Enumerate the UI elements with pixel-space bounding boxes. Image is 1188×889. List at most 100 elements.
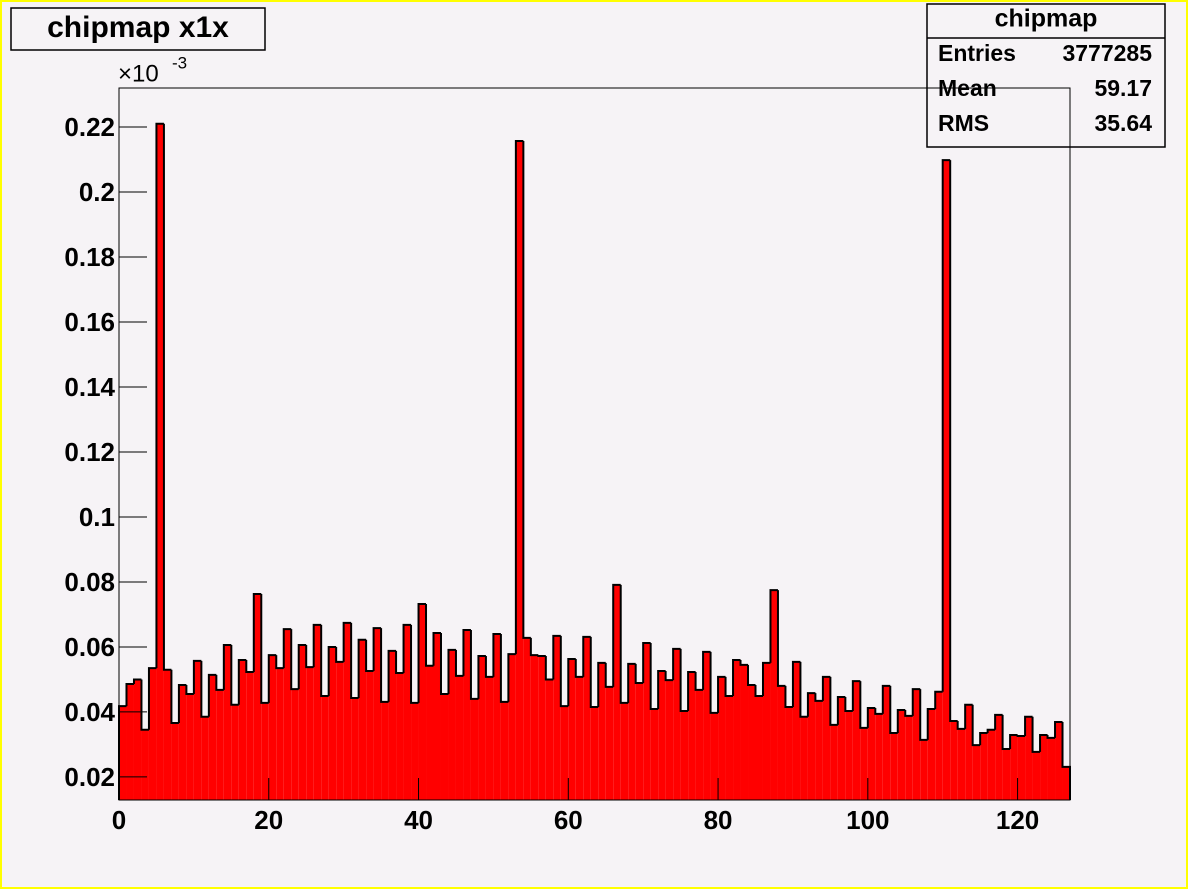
- bar-outline: [529, 637, 539, 657]
- bar: [418, 604, 427, 800]
- bar-outline: [702, 650, 711, 690]
- bar-outline: [1009, 734, 1018, 749]
- bar: [650, 709, 659, 800]
- bar: [1032, 751, 1041, 800]
- bar: [987, 729, 996, 800]
- bar-outline: [312, 623, 322, 668]
- bar-outline: [896, 708, 906, 734]
- bar: [867, 708, 876, 800]
- bar: [178, 684, 187, 800]
- bar: [1017, 735, 1026, 800]
- bar-outline: [544, 656, 554, 681]
- bar-outline: [260, 593, 269, 704]
- plot-border: [118, 87, 1071, 801]
- bar: [560, 706, 569, 800]
- bar-outline: [207, 673, 217, 717]
- title-box: [10, 7, 266, 51]
- bar-outline: [657, 669, 666, 710]
- bar: [643, 643, 651, 800]
- bar-outline: [297, 643, 307, 690]
- bar: [980, 733, 988, 800]
- bar-outline: [567, 657, 576, 707]
- bar: [890, 733, 898, 800]
- bar-outline: [484, 656, 494, 678]
- bar-outline: [335, 646, 344, 663]
- bar: [912, 689, 921, 800]
- bar: [500, 701, 509, 800]
- bar: [119, 706, 127, 800]
- bar-outline: [859, 681, 868, 729]
- bar: [148, 668, 157, 800]
- stats-title: chipmap: [995, 5, 1098, 33]
- y-tick-label: 0.22: [64, 112, 115, 142]
- bar: [276, 668, 284, 800]
- bar-outline: [582, 635, 591, 677]
- bar-outline: [162, 123, 172, 671]
- bar: [223, 644, 232, 800]
- bar: [703, 651, 711, 800]
- bar: [1040, 735, 1048, 800]
- bar: [283, 629, 292, 800]
- bar: [1062, 766, 1070, 800]
- bar-outline: [836, 695, 846, 725]
- bar-outline: [1024, 715, 1033, 736]
- bar: [920, 739, 928, 800]
- y-tick-label: 0.16: [64, 307, 115, 337]
- bar: [388, 650, 397, 800]
- bar: [777, 685, 786, 800]
- bar: [748, 684, 756, 800]
- bar: [733, 659, 741, 800]
- bar: [538, 656, 546, 800]
- bar-outline: [919, 689, 928, 741]
- bar: [328, 646, 337, 800]
- x-tick-label: 40: [404, 805, 433, 835]
- bar-outline: [454, 649, 464, 677]
- bar: [875, 713, 883, 800]
- bar-outline: [851, 680, 861, 711]
- bar-outline: [806, 692, 816, 717]
- bar: [673, 648, 681, 800]
- bar-outline: [357, 638, 367, 698]
- bar: [815, 700, 823, 800]
- bar-outline: [192, 659, 202, 695]
- bar: [762, 662, 771, 800]
- bar-outline: [290, 629, 299, 691]
- bar: [935, 691, 943, 800]
- bar-outline: [649, 643, 659, 711]
- bar: [710, 712, 719, 800]
- bar: [688, 671, 696, 800]
- bar-outline: [552, 634, 561, 680]
- bar-outline: [904, 709, 913, 717]
- bar-outline: [732, 658, 741, 697]
- bar-outline: [514, 139, 524, 655]
- bar-outline: [619, 584, 629, 704]
- bar: [313, 624, 322, 800]
- y-tick-label: 0.18: [64, 242, 115, 272]
- plot-area: [118, 122, 1071, 801]
- bar: [343, 622, 352, 800]
- bar: [403, 624, 412, 800]
- bar-outline: [724, 676, 734, 698]
- bar-outline: [574, 658, 584, 678]
- bar-outline: [507, 653, 516, 702]
- bar: [807, 693, 816, 800]
- bar-outline: [125, 682, 134, 707]
- bar-outline: [941, 159, 951, 692]
- bar: [463, 630, 471, 800]
- bar: [635, 683, 644, 800]
- bar: [508, 654, 516, 800]
- bar: [995, 714, 1003, 800]
- bar: [718, 676, 726, 800]
- bar-outline: [1046, 735, 1056, 739]
- bar: [201, 716, 209, 800]
- y-tick-label: 0.14: [64, 372, 115, 402]
- bar-outline: [717, 675, 726, 713]
- bar: [470, 698, 479, 800]
- bar-outline: [155, 122, 164, 669]
- stats-label: RMS: [938, 110, 989, 136]
- bar-outline: [672, 647, 681, 681]
- bar-outline: [866, 707, 876, 728]
- bar: [141, 729, 149, 800]
- bar: [882, 685, 891, 800]
- bar-outline: [709, 651, 719, 714]
